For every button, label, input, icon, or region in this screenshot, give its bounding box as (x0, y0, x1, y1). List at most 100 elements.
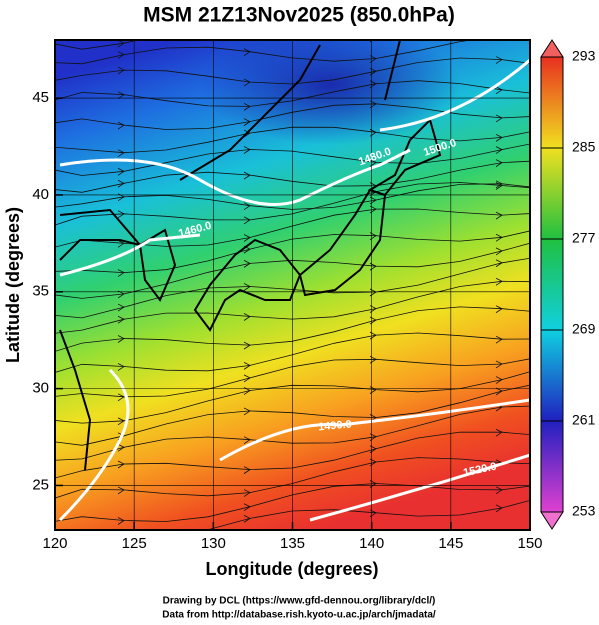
stream-arrow (495, 486, 503, 495)
stream-arrow (117, 335, 125, 343)
stream-arrow (243, 362, 251, 370)
stream-arrow (369, 458, 377, 467)
stream-arrow (243, 260, 251, 268)
footer-line: Drawing by DCL (https://www.gfd-dennou.o… (163, 596, 436, 607)
x-tick-label: 130 (201, 535, 226, 552)
stream-arrow (117, 51, 125, 59)
height-contours (58, 58, 530, 522)
stream-arrow (243, 202, 251, 211)
stream-arrow (495, 504, 503, 513)
colorbar-tick-label: 285 (572, 139, 596, 155)
x-tick-label: 120 (42, 535, 67, 552)
y-tick-label: 30 (32, 380, 49, 397)
colorbar-tick-label: 261 (572, 412, 596, 428)
stream-arrow (243, 466, 251, 474)
y-tick-label: 35 (32, 283, 49, 300)
x-tick-label: 145 (438, 535, 463, 552)
stream-arrow (243, 103, 251, 111)
colorbar-tick-label: 293 (572, 48, 596, 64)
colorbar-top-extension (540, 39, 564, 58)
stream-arrow (496, 18, 502, 25)
stream-arrow (495, 428, 503, 437)
stream-arrow (495, 146, 503, 154)
stream-arrow (243, 283, 251, 291)
footer-line: Data from http://database.rish.kyoto-u.a… (162, 610, 436, 621)
stream-arrow (495, 387, 503, 396)
x-tick-label: 125 (122, 535, 147, 552)
x-tick-label: 140 (359, 535, 384, 552)
stream-arrow (117, 66, 125, 75)
title: MSM 21Z13Nov2025 (850.0hPa) (143, 4, 455, 27)
stream-arrow (495, 134, 503, 142)
stream-arrow (369, 196, 377, 205)
stream-arrow (243, 234, 251, 242)
y-tick-label: 25 (32, 476, 49, 493)
y-axis-label: Latitude (degrees) (3, 207, 23, 363)
stream-arrow (495, 180, 503, 189)
stream-arrow (117, 315, 125, 324)
stream-arrow (495, 182, 503, 190)
stream-arrow (369, 55, 377, 63)
stream-arrow (243, 146, 251, 154)
stream-arrow (495, 159, 503, 167)
stream-arrow (243, 129, 251, 138)
stream-arrow (369, 80, 377, 89)
stream-arrow (495, 233, 503, 242)
stream-arrow (369, 67, 377, 76)
stream-arrow (495, 277, 503, 286)
stream-arrow (243, 171, 251, 180)
stream-arrow (117, 517, 125, 525)
stream-arrow (117, 460, 125, 469)
stream-arrow (117, 149, 125, 158)
stream-arrow (117, 486, 125, 495)
stream-arrow (243, 313, 251, 321)
stream-arrow (495, 86, 503, 95)
stream-arrow (117, 179, 125, 188)
stream-arrow (117, 239, 125, 248)
stream-arrow (369, 100, 377, 109)
stream-arrow (117, 91, 125, 100)
stream-arrow (117, 40, 125, 48)
stream-arrow (369, 433, 377, 442)
stream-arrow (117, 121, 125, 130)
stream-arrow (117, 393, 125, 402)
stream-arrow (495, 360, 503, 369)
stream-arrow (243, 374, 251, 383)
stream-arrow (369, 331, 377, 340)
stream-arrow (495, 305, 503, 314)
stream-arrow (369, 480, 377, 488)
colorbar (540, 56, 564, 513)
colorbar-bottom-extension (540, 511, 564, 530)
stream-arrow (243, 48, 251, 57)
stream-arrow (495, 211, 503, 220)
stream-arrow (118, 24, 124, 31)
stream-arrow (369, 205, 377, 214)
stream-arrow (117, 303, 125, 312)
stream-arrow (369, 386, 377, 394)
stream-arrow (495, 56, 503, 64)
stream-arrow (496, 6, 502, 13)
stream-arrow (369, 305, 377, 313)
stream-arrow (243, 436, 251, 445)
stream-arrow (369, 232, 377, 240)
colorbar-tick-label: 277 (572, 230, 596, 246)
stream-arrow (117, 167, 125, 176)
stream-arrow (495, 259, 503, 268)
stream-arrow (369, 316, 377, 325)
stream-arrow (495, 114, 503, 123)
stream-arrow (243, 515, 251, 523)
stream-arrow (369, 355, 377, 364)
contour-label: 1490.0 (318, 418, 353, 433)
y-tick-label: 40 (32, 186, 49, 203)
stream-arrow (243, 118, 251, 126)
stream-arrow (495, 376, 503, 384)
y-tick-label: 45 (32, 89, 49, 106)
stream-arrow (369, 509, 377, 518)
colorbar-tick-label: 253 (572, 503, 596, 519)
stream-arrow (243, 489, 251, 497)
stream-arrow (369, 445, 377, 454)
x-tick-label: 150 (517, 535, 542, 552)
stream-arrow (117, 269, 125, 277)
stream-arrow (496, 40, 497, 41)
